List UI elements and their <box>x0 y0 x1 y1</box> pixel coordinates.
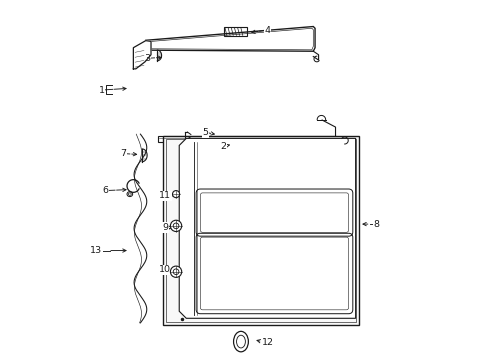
Polygon shape <box>137 42 149 67</box>
Text: 6: 6 <box>102 186 108 195</box>
Polygon shape <box>179 138 355 318</box>
Text: 7: 7 <box>120 149 125 158</box>
Text: 2: 2 <box>220 142 226 151</box>
Text: 10: 10 <box>159 265 171 274</box>
Text: 1: 1 <box>99 86 104 95</box>
Circle shape <box>170 266 182 277</box>
Circle shape <box>170 220 182 231</box>
Text: 13: 13 <box>90 246 102 255</box>
Text: 5: 5 <box>203 128 208 137</box>
Text: 11: 11 <box>159 192 171 201</box>
Polygon shape <box>133 41 151 69</box>
Text: 3: 3 <box>144 54 150 63</box>
Text: 12: 12 <box>261 338 273 347</box>
Circle shape <box>172 190 179 198</box>
Text: 9: 9 <box>162 223 168 232</box>
Polygon shape <box>163 136 358 325</box>
Text: 8: 8 <box>373 220 379 229</box>
Text: 4: 4 <box>264 26 270 35</box>
